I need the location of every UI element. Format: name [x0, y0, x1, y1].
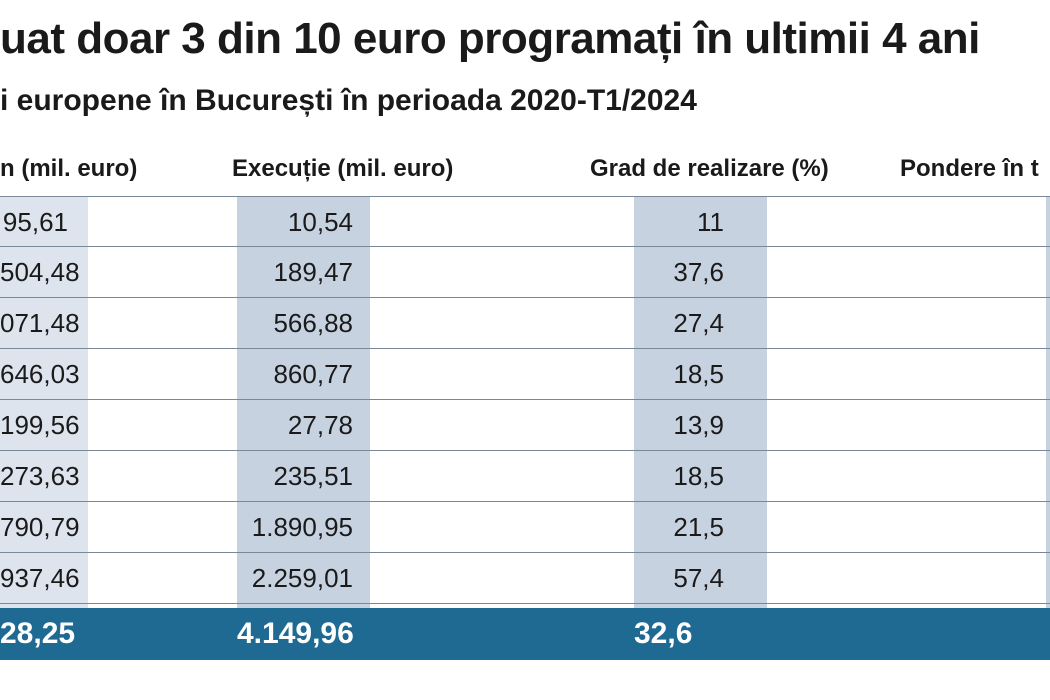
- cell-executie: 2.259,01: [251, 563, 353, 593]
- cell-grad: 18,5: [673, 359, 724, 389]
- cell-grad: 21,5: [673, 512, 724, 542]
- column-shade-executie: [237, 196, 370, 608]
- total-program: 28,25: [0, 617, 76, 650]
- cell-executie: 27,78: [287, 410, 353, 440]
- cell-program: 273,63: [0, 461, 80, 491]
- cell-program: 504,48: [0, 257, 80, 287]
- table-row: 95,61 10,54 11: [0, 196, 1050, 247]
- cell-program: 790,79: [0, 512, 80, 542]
- total-grad: 32,6: [634, 617, 693, 650]
- cell-grad: 27,4: [673, 308, 724, 338]
- column-header-grad-realizare: Grad de realizare (%): [590, 155, 829, 182]
- table-row: 646,03 860,77 18,5: [0, 349, 1050, 400]
- total-executie: 4.149,96: [237, 617, 354, 650]
- cell-program: 646,03: [0, 359, 80, 389]
- total-row: 28,25 4.149,96 32,6: [0, 608, 1050, 660]
- cell-program: 95,61: [2, 207, 68, 237]
- cell-grad: 37,6: [673, 257, 724, 287]
- cell-executie: 189,47: [273, 257, 353, 287]
- cell-program: 071,48: [0, 308, 80, 338]
- cell-executie: 1.890,95: [251, 512, 353, 542]
- column-shade-grad: [634, 196, 767, 608]
- cell-executie: 566,88: [273, 308, 353, 338]
- chart-title: uat doar 3 din 10 euro programați în ult…: [0, 14, 980, 63]
- cell-program: 937,46: [0, 563, 80, 593]
- column-shade-edge: [1046, 196, 1050, 608]
- cell-grad: 11: [697, 207, 724, 237]
- column-header-executie: Execuție (mil. euro): [232, 155, 454, 182]
- table-row: 071,48 566,88 27,4: [0, 298, 1050, 349]
- cell-grad: 18,5: [673, 461, 724, 491]
- cell-grad: 13,9: [673, 410, 724, 440]
- cell-program: 199,56: [0, 410, 80, 440]
- cell-executie: 235,51: [273, 461, 353, 491]
- column-shade-program: [0, 196, 88, 608]
- cell-executie: 860,77: [273, 359, 353, 389]
- cell-executie: 10,54: [287, 207, 353, 237]
- table-row: 937,46 2.259,01 57,4: [0, 553, 1050, 604]
- chart-subtitle: i europene în București în perioada 2020…: [0, 84, 697, 117]
- table-row: 790,79 1.890,95 21,5: [0, 502, 1050, 553]
- column-header-pondere: Pondere în t: [900, 155, 1039, 182]
- table-row: 273,63 235,51 18,5: [0, 451, 1050, 502]
- cell-grad: 57,4: [673, 563, 724, 593]
- column-header-program: n (mil. euro): [0, 155, 138, 182]
- table-row: 199,56 27,78 13,9: [0, 400, 1050, 451]
- table-row: 504,48 189,47 37,6: [0, 247, 1050, 298]
